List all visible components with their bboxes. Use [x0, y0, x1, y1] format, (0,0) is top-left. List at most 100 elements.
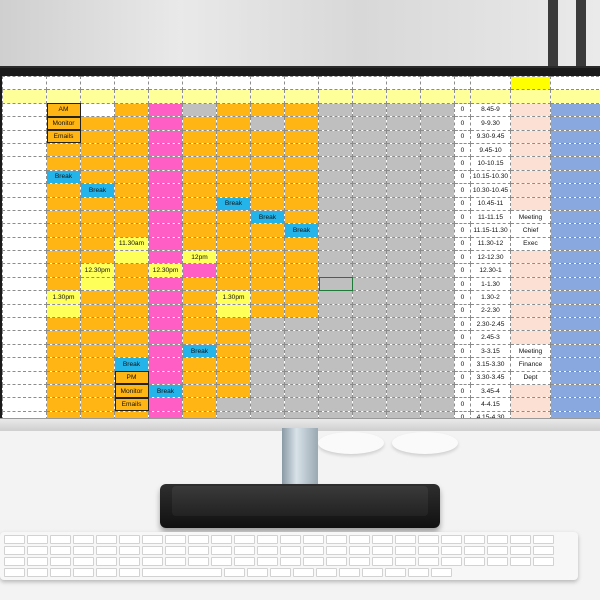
manager-event-cell[interactable]	[510, 290, 551, 305]
events-today-cell[interactable]	[550, 129, 600, 144]
schedule-cell[interactable]	[284, 156, 319, 171]
count-cell[interactable]: 0	[454, 290, 471, 305]
right-time-cell[interactable]: 12.30-1	[470, 263, 511, 278]
empty-cell[interactable]	[182, 76, 217, 91]
time-slot-cell[interactable]	[2, 116, 47, 131]
events-today-cell[interactable]	[550, 370, 600, 385]
manager-event-cell[interactable]	[510, 397, 551, 412]
unassigned-cell[interactable]	[386, 116, 421, 131]
schedule-cell[interactable]	[46, 183, 81, 198]
schedule-cell[interactable]	[114, 169, 149, 185]
schedule-cell[interactable]	[216, 317, 251, 332]
schedule-cell[interactable]	[114, 116, 149, 131]
break-cell[interactable]: Break	[182, 343, 217, 359]
schedule-cell[interactable]	[148, 290, 183, 305]
time-slot-cell[interactable]	[2, 303, 47, 319]
unassigned-cell[interactable]	[352, 129, 387, 144]
right-time-cell[interactable]: 1-1.30	[470, 276, 511, 292]
unassigned-cell[interactable]	[420, 343, 455, 359]
unassigned-cell[interactable]	[386, 290, 421, 305]
schedule-cell[interactable]	[250, 116, 285, 131]
count-cell[interactable]: 0	[454, 317, 471, 332]
schedule-cell[interactable]	[148, 303, 183, 319]
empty-cell[interactable]	[250, 76, 285, 91]
schedule-cell[interactable]	[148, 156, 183, 171]
schedule-cell[interactable]	[284, 357, 319, 372]
unassigned-cell[interactable]	[318, 116, 353, 131]
schedule-cell[interactable]	[46, 223, 81, 238]
schedule-cell[interactable]	[182, 263, 217, 278]
schedule-cell[interactable]	[284, 142, 319, 158]
unassigned-cell[interactable]	[318, 357, 353, 372]
unassigned-cell[interactable]	[318, 236, 353, 252]
1-30pm-cell[interactable]: 1.30pm	[46, 290, 81, 305]
schedule-cell[interactable]	[114, 156, 149, 171]
schedule-cell[interactable]	[114, 343, 149, 359]
unassigned-cell[interactable]	[386, 129, 421, 144]
schedule-cell[interactable]	[46, 330, 81, 345]
events-today-cell[interactable]	[550, 397, 600, 412]
unassigned-cell[interactable]	[386, 263, 421, 278]
unassigned-cell[interactable]	[386, 196, 421, 211]
11-30am-cell[interactable]: 11.30am	[114, 236, 149, 252]
count-cell[interactable]: 0	[454, 250, 471, 265]
schedule-cell[interactable]	[80, 383, 115, 399]
schedule-cell[interactable]	[148, 223, 183, 238]
staff-header-daphne[interactable]	[250, 89, 285, 104]
time-slot-cell[interactable]	[2, 183, 47, 198]
time-slot-cell[interactable]	[2, 196, 47, 211]
unassigned-cell[interactable]	[318, 129, 353, 144]
unassigned-cell[interactable]	[318, 250, 353, 265]
events-today-cell[interactable]	[550, 169, 600, 185]
empty-cell[interactable]	[454, 76, 471, 91]
schedule-cell[interactable]	[114, 303, 149, 319]
unassigned-cell[interactable]	[386, 330, 421, 345]
right-time-cell[interactable]: 3.30-3.45	[470, 370, 511, 385]
time-slot-cell[interactable]	[2, 357, 47, 372]
schedule-cell[interactable]	[182, 317, 217, 332]
unassigned-cell[interactable]	[352, 102, 387, 118]
count-cell[interactable]: 0	[454, 196, 471, 211]
schedule-cell[interactable]	[284, 196, 319, 211]
schedule-cell[interactable]	[182, 156, 217, 171]
manager-event-cell[interactable]	[510, 142, 551, 158]
schedule-cell[interactable]	[284, 397, 319, 412]
events-today-cell[interactable]	[550, 116, 600, 131]
schedule-cell[interactable]	[182, 357, 217, 372]
unassigned-cell[interactable]	[352, 156, 387, 171]
unassigned-cell[interactable]	[352, 116, 387, 131]
manager-event-cell[interactable]	[510, 102, 551, 118]
schedule-cell[interactable]	[46, 156, 81, 171]
unassigned-cell[interactable]	[318, 370, 353, 385]
break-cell[interactable]: Break	[114, 357, 149, 372]
unassigned-cell[interactable]	[352, 303, 387, 319]
unassigned-cell[interactable]	[386, 142, 421, 158]
unassigned-cell[interactable]	[318, 303, 353, 319]
schedule-cell[interactable]	[250, 223, 285, 238]
schedule-cell[interactable]	[216, 169, 251, 185]
schedule-cell[interactable]	[284, 116, 319, 131]
unassigned-cell[interactable]	[386, 317, 421, 332]
schedule-cell[interactable]	[148, 183, 183, 198]
events-today-cell[interactable]	[550, 303, 600, 319]
schedule-cell[interactable]	[284, 317, 319, 332]
empty-cell[interactable]	[420, 76, 455, 91]
time-slot-cell[interactable]	[2, 343, 47, 359]
right-time-cell[interactable]: 4-4.15	[470, 397, 511, 412]
schedule-cell[interactable]	[148, 196, 183, 211]
right-time-cell[interactable]: 3-3.15	[470, 343, 511, 359]
unassigned-cell[interactable]	[420, 290, 455, 305]
manager-event-cell[interactable]	[510, 169, 551, 185]
time-slot-cell[interactable]	[2, 263, 47, 278]
schedule-cell[interactable]	[148, 250, 183, 265]
schedule-cell[interactable]	[80, 102, 115, 118]
schedule-cell[interactable]	[114, 276, 149, 292]
right-time-cell[interactable]: 10.45-11	[470, 196, 511, 211]
schedule-cell[interactable]	[46, 357, 81, 372]
schedule-cell[interactable]	[46, 343, 81, 359]
manager-event-cell[interactable]	[510, 129, 551, 144]
schedule-cell[interactable]	[148, 343, 183, 359]
time-slot-cell[interactable]	[2, 209, 47, 225]
schedule-cell[interactable]	[216, 330, 251, 345]
right-time-cell[interactable]: 12-12.30	[470, 250, 511, 265]
